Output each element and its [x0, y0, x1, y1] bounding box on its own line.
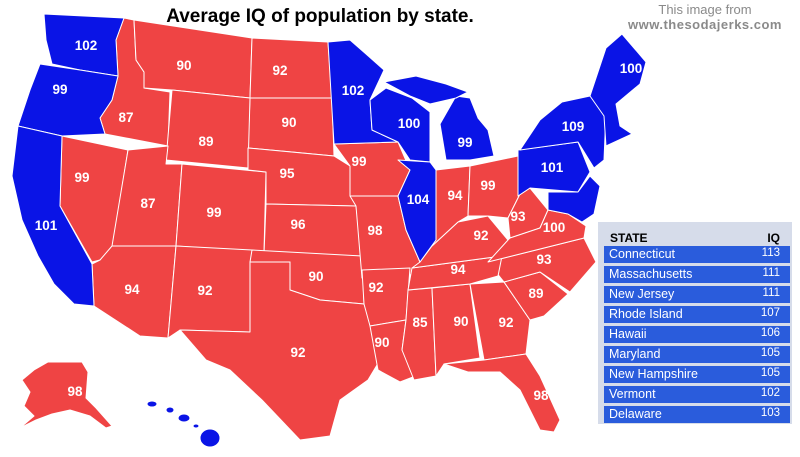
iq-label-washington: 102	[74, 38, 98, 53]
state-alaska	[19, 361, 113, 429]
legend-header-iq: IQ	[767, 231, 780, 245]
legend-state-name: Vermont	[609, 387, 656, 401]
iq-label-nebraska: 95	[279, 166, 295, 181]
iq-label-texas: 92	[290, 345, 306, 360]
iq-label-new-mexico: 92	[197, 283, 213, 298]
legend-state-name: Delaware	[609, 407, 662, 421]
legend-row: Vermont 102	[604, 386, 790, 403]
legend-iq-value: 113	[761, 247, 780, 259]
legend-state-name: Hawaii	[609, 327, 647, 341]
iq-label-utah: 87	[140, 196, 156, 211]
iq-label-alabama: 90	[453, 314, 469, 329]
iq-label-montana: 90	[176, 58, 192, 73]
state-wyoming	[165, 89, 251, 169]
iq-label-mississippi: 85	[412, 315, 428, 330]
legend-state-name: New Jersey	[609, 287, 675, 301]
legend-row: Massachusetts 111	[604, 266, 790, 283]
state-texas	[179, 261, 381, 441]
legend-row: Delaware 103	[604, 406, 790, 423]
credit-line: This image from	[658, 2, 752, 17]
iq-label-oregon: 99	[52, 82, 68, 97]
state-mid-atlantic	[547, 175, 601, 223]
iq-label-arkansas: 92	[368, 280, 384, 295]
state-hawaii	[146, 400, 221, 448]
legend-iq-value: 111	[762, 287, 780, 299]
iq-label-virginia: 100	[542, 220, 566, 235]
iq-label-kentucky: 92	[473, 228, 489, 243]
iq-label-illinois: 104	[406, 192, 430, 207]
legend-iq-value: 102	[760, 387, 780, 399]
legend-row: New Hampshire 105	[604, 366, 790, 383]
state-illinois	[397, 159, 437, 263]
iq-label-indiana: 94	[447, 188, 463, 203]
iq-label-maine: 100	[619, 61, 643, 76]
credit-url[interactable]: www.thesodajerks.com	[627, 17, 782, 32]
state-michigan	[439, 95, 495, 161]
state-virginia	[487, 209, 587, 263]
state-new-england	[589, 33, 647, 147]
legend-iq-value: 107	[760, 307, 780, 319]
iq-label-nevada: 99	[74, 170, 90, 185]
iq-label-west-virginia: 93	[510, 209, 526, 224]
legend-table: STATE IQ Connecticut 113 Massachusetts 111 N…	[598, 222, 792, 424]
legend-state-name: Maryland	[609, 347, 661, 361]
legend-state-name: Massachusetts	[609, 267, 693, 281]
legend-iq-value: 103	[760, 407, 780, 419]
iq-label-minnesota: 102	[341, 83, 365, 98]
iq-label-michigan: 99	[457, 135, 473, 150]
iq-label-florida: 98	[533, 388, 549, 403]
legend-row: Connecticut 113	[604, 246, 790, 263]
iq-label-colorado: 99	[206, 205, 222, 220]
iq-label-california: 101	[34, 218, 58, 233]
legend-row: Hawaii 106	[604, 326, 790, 343]
map-title: Average IQ of population by state.	[166, 6, 474, 27]
image-credit: This image from www.thesodajerks.com	[610, 2, 800, 32]
legend-state-name: Rhode Island	[609, 307, 683, 321]
iq-label-arizona: 94	[124, 282, 140, 297]
iq-label-north-dakota: 92	[272, 63, 288, 78]
legend-iq-value: 111	[762, 267, 780, 279]
iq-label-new-york: 109	[561, 119, 585, 134]
legend-header-state: STATE	[610, 231, 648, 245]
iq-label-missouri: 98	[367, 223, 383, 238]
state-michigan-upper	[383, 75, 469, 105]
iq-label-alaska: 98	[67, 384, 83, 399]
iq-label-iowa: 99	[351, 154, 367, 169]
state-florida	[443, 353, 561, 433]
iq-label-louisiana: 90	[374, 335, 390, 350]
iq-label-ohio: 99	[480, 178, 496, 193]
iq-label-idaho: 87	[118, 110, 134, 125]
legend-row: New Jersey 111	[604, 286, 790, 303]
legend-row: Maryland 105	[604, 346, 790, 363]
iq-label-tennessee: 94	[450, 262, 466, 277]
iq-label-georgia: 92	[498, 315, 514, 330]
legend-state-name: Connecticut	[609, 247, 676, 261]
iq-label-pennsylvania: 101	[540, 160, 564, 175]
legend-iq-value: 105	[760, 347, 780, 359]
iq-label-wisconsin: 100	[397, 116, 421, 131]
legend-state-name: New Hampshire	[609, 367, 698, 381]
iq-label-oklahoma: 90	[308, 269, 324, 284]
iq-label-south-carolina: 89	[528, 286, 544, 301]
legend-row: Rhode Island 107	[604, 306, 790, 323]
legend-iq-value: 106	[760, 327, 780, 339]
iq-label-south-dakota: 90	[281, 115, 297, 130]
iq-label-wyoming: 89	[198, 134, 214, 149]
iq-label-kansas: 96	[290, 217, 306, 232]
iq-label-north-carolina: 93	[536, 252, 552, 267]
state-california	[11, 125, 95, 307]
state-georgia	[469, 281, 531, 361]
legend-iq-value: 105	[760, 367, 780, 379]
legend-header: STATE IQ	[610, 230, 786, 246]
state-oregon	[17, 63, 119, 137]
